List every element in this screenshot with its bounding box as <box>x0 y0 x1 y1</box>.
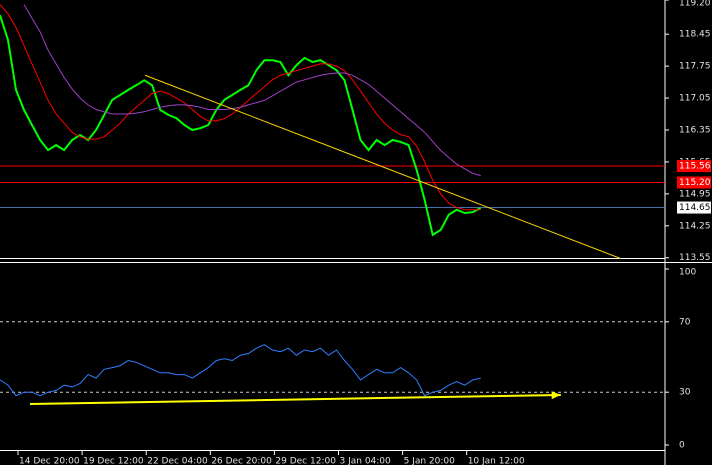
x-tick-label: 14 Dec 20:00 <box>19 457 80 465</box>
y-tick-label: 114.95 <box>679 189 711 199</box>
y-tick-label: 113.55 <box>679 253 711 263</box>
arrow-head <box>551 391 561 400</box>
x-tick-label: 22 Dec 04:00 <box>147 457 208 465</box>
y-tick-label: 30 <box>679 388 691 398</box>
y-tick-label: 119.20 <box>679 0 711 9</box>
y-tick-label: 100 <box>679 268 696 278</box>
y-tick-label: 118.45 <box>679 30 711 40</box>
x-tick-label: 19 Dec 12:00 <box>83 457 144 465</box>
price-label-box <box>677 176 711 189</box>
trend-line <box>30 394 561 405</box>
series-line <box>0 344 481 397</box>
price-label: 114.65 <box>679 203 711 213</box>
price-label: 115.56 <box>679 162 711 172</box>
y-tick-label: 116.35 <box>679 126 711 136</box>
x-tick-label: 29 Dec 12:00 <box>275 457 336 465</box>
x-tick-label: 3 Jan 04:00 <box>340 457 392 465</box>
y-tick-label: 70 <box>679 317 691 327</box>
price-label: 115.20 <box>679 178 711 188</box>
x-tick-label: 10 Jan 12:00 <box>468 457 525 465</box>
y-tick-label: 117.75 <box>679 62 711 72</box>
y-tick-label: 117.05 <box>679 94 711 104</box>
trend-line <box>144 74 622 260</box>
price-label-box <box>677 201 711 214</box>
series-line <box>0 14 482 237</box>
y-tick-label: 0 <box>679 441 685 451</box>
y-tick-label: 114.25 <box>679 221 711 231</box>
series-line <box>23 4 481 177</box>
x-tick-label: 5 Jan 20:00 <box>404 457 456 465</box>
price-label-box <box>677 160 711 173</box>
x-tick-label: 26 Dec 20:00 <box>211 457 272 465</box>
